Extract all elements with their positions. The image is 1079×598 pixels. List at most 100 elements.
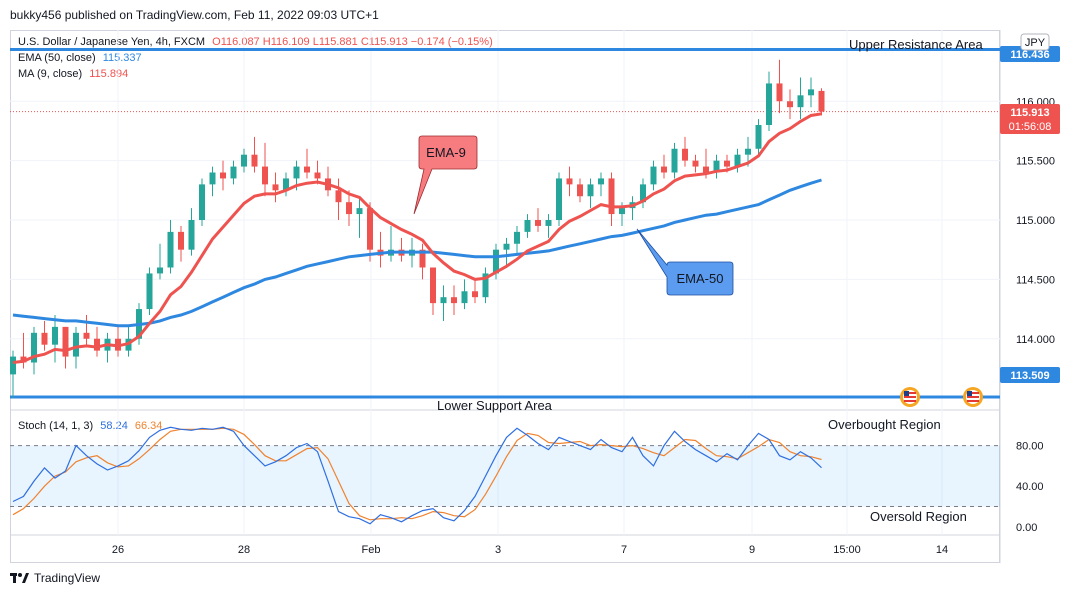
stoch-axis-ticks: 80.00 40.00 0.00	[1016, 441, 1044, 534]
candle-body	[188, 220, 195, 250]
candle-body	[335, 190, 342, 203]
candle-body	[755, 125, 762, 149]
time-tick-label: 7	[621, 544, 627, 556]
candle-body	[241, 154, 247, 167]
time-tick-label: 28	[238, 544, 250, 556]
candle-body	[703, 166, 709, 173]
candle-body	[556, 178, 562, 220]
ema9-line	[12, 112, 822, 364]
candle-body	[62, 326, 69, 357]
candle-body	[524, 220, 531, 232]
candle-body	[52, 326, 58, 345]
footer-brand: TradingView	[34, 571, 101, 585]
candle-body	[314, 172, 321, 179]
candle-body	[619, 208, 625, 215]
candle-body	[472, 291, 478, 298]
time-tick-label: 26	[112, 544, 124, 556]
candle-body	[797, 95, 804, 108]
candle-body	[503, 243, 510, 250]
us-flag-event-icon[interactable]	[900, 387, 920, 407]
price-tick-label: 115.000	[1016, 215, 1055, 227]
candle-body	[482, 273, 489, 298]
candle-body	[818, 90, 825, 112]
time-tick-label: Feb	[362, 544, 381, 556]
symbol-legend: U.S. Dollar / Japanese Yen, 4h, FXCM O11…	[18, 36, 493, 48]
candle-body	[566, 178, 573, 185]
candle-body	[766, 83, 772, 125]
candle-body	[671, 148, 678, 173]
us-flag-event-icon[interactable]	[963, 387, 983, 407]
candle-body	[661, 166, 667, 173]
candle-body	[346, 202, 352, 215]
candle-body	[493, 249, 499, 274]
support-price-text: 113.509	[1010, 370, 1049, 382]
candle-body	[535, 220, 541, 226]
time-axis-ticks: 26 28 Feb 3 7 9 15:00 14	[112, 544, 948, 556]
footer[interactable]: TradingView	[10, 571, 100, 585]
candle-body	[650, 166, 657, 185]
resistance-price-text: 116.436	[1010, 49, 1049, 61]
candle-body	[787, 101, 793, 108]
candle-body	[10, 356, 16, 375]
ema50-callout-text: EMA-50	[677, 271, 724, 286]
ohlc-open: O116.087	[212, 36, 260, 48]
candle-body	[430, 267, 436, 304]
candle-body	[230, 166, 237, 179]
stoch-band	[10, 445, 1000, 507]
stoch-k-line	[12, 426, 822, 525]
last-price-badge	[1000, 104, 1060, 134]
candles	[10, 59, 825, 399]
currency-badge[interactable]	[1020, 33, 1050, 51]
stoch-d-value: 66.34	[134, 420, 163, 432]
countdown-text: 01:56:08	[1009, 121, 1052, 133]
support-price-badge	[1000, 367, 1060, 383]
stoch-legend[interactable]: Stoch (14, 1, 3) 58.24 66.34	[18, 420, 162, 432]
ema9-callout	[413, 135, 478, 215]
ma-legend-label: MA (9, close)	[18, 68, 83, 80]
candle-body	[608, 178, 615, 215]
candle-body	[20, 356, 27, 363]
price-tick-label: 115.500	[1016, 156, 1055, 168]
ohlc-close: C115.913	[360, 36, 408, 48]
candle-body	[157, 267, 163, 274]
oversold-label: Oversold Region	[870, 509, 967, 524]
candle-body	[514, 231, 520, 244]
candle-body	[577, 184, 583, 197]
time-tick-label: 9	[749, 544, 755, 556]
lower-support-label: Lower Support Area	[437, 398, 553, 413]
candle-body	[262, 166, 268, 185]
candle-body	[304, 166, 310, 173]
candle-body	[83, 332, 90, 339]
time-tick-label: 15:00	[833, 544, 861, 556]
candle-body	[724, 160, 730, 167]
candle-body	[734, 154, 741, 167]
time-tick-label: 14	[936, 544, 948, 556]
candle-body	[146, 273, 153, 310]
ema-legend-label: EMA (50, close)	[18, 52, 96, 64]
ema50-callout	[636, 228, 734, 296]
currency-badge-text: JPY	[1025, 37, 1046, 49]
tradingview-logo-icon	[10, 573, 29, 583]
ohlc-high: H116.109	[262, 36, 310, 48]
candle-body	[682, 148, 688, 161]
candle-body	[356, 208, 363, 215]
candle-body	[293, 166, 300, 179]
candle-body	[713, 160, 720, 173]
candle-body	[73, 332, 79, 357]
ohlc-change: −0.174 (−0.15%)	[410, 36, 493, 48]
level-lines	[10, 47, 1000, 399]
candle-body	[745, 148, 751, 155]
candle-body	[776, 83, 783, 102]
candle-body	[808, 89, 814, 96]
publish-line: bukky456 published on TradingView.com, F…	[10, 8, 379, 22]
candle-body	[461, 291, 468, 304]
candle-body	[167, 231, 174, 268]
candle-body	[251, 154, 258, 167]
stoch-legend-label: Stoch (14, 1, 3)	[18, 420, 94, 432]
ema-legend[interactable]: EMA (50, close) 115.337	[18, 52, 142, 64]
stoch-band-lines	[10, 445, 1000, 508]
price-tick-label: 114.000	[1016, 334, 1055, 346]
stoch-tick-label: 0.00	[1016, 522, 1037, 534]
candle-body	[178, 231, 184, 250]
